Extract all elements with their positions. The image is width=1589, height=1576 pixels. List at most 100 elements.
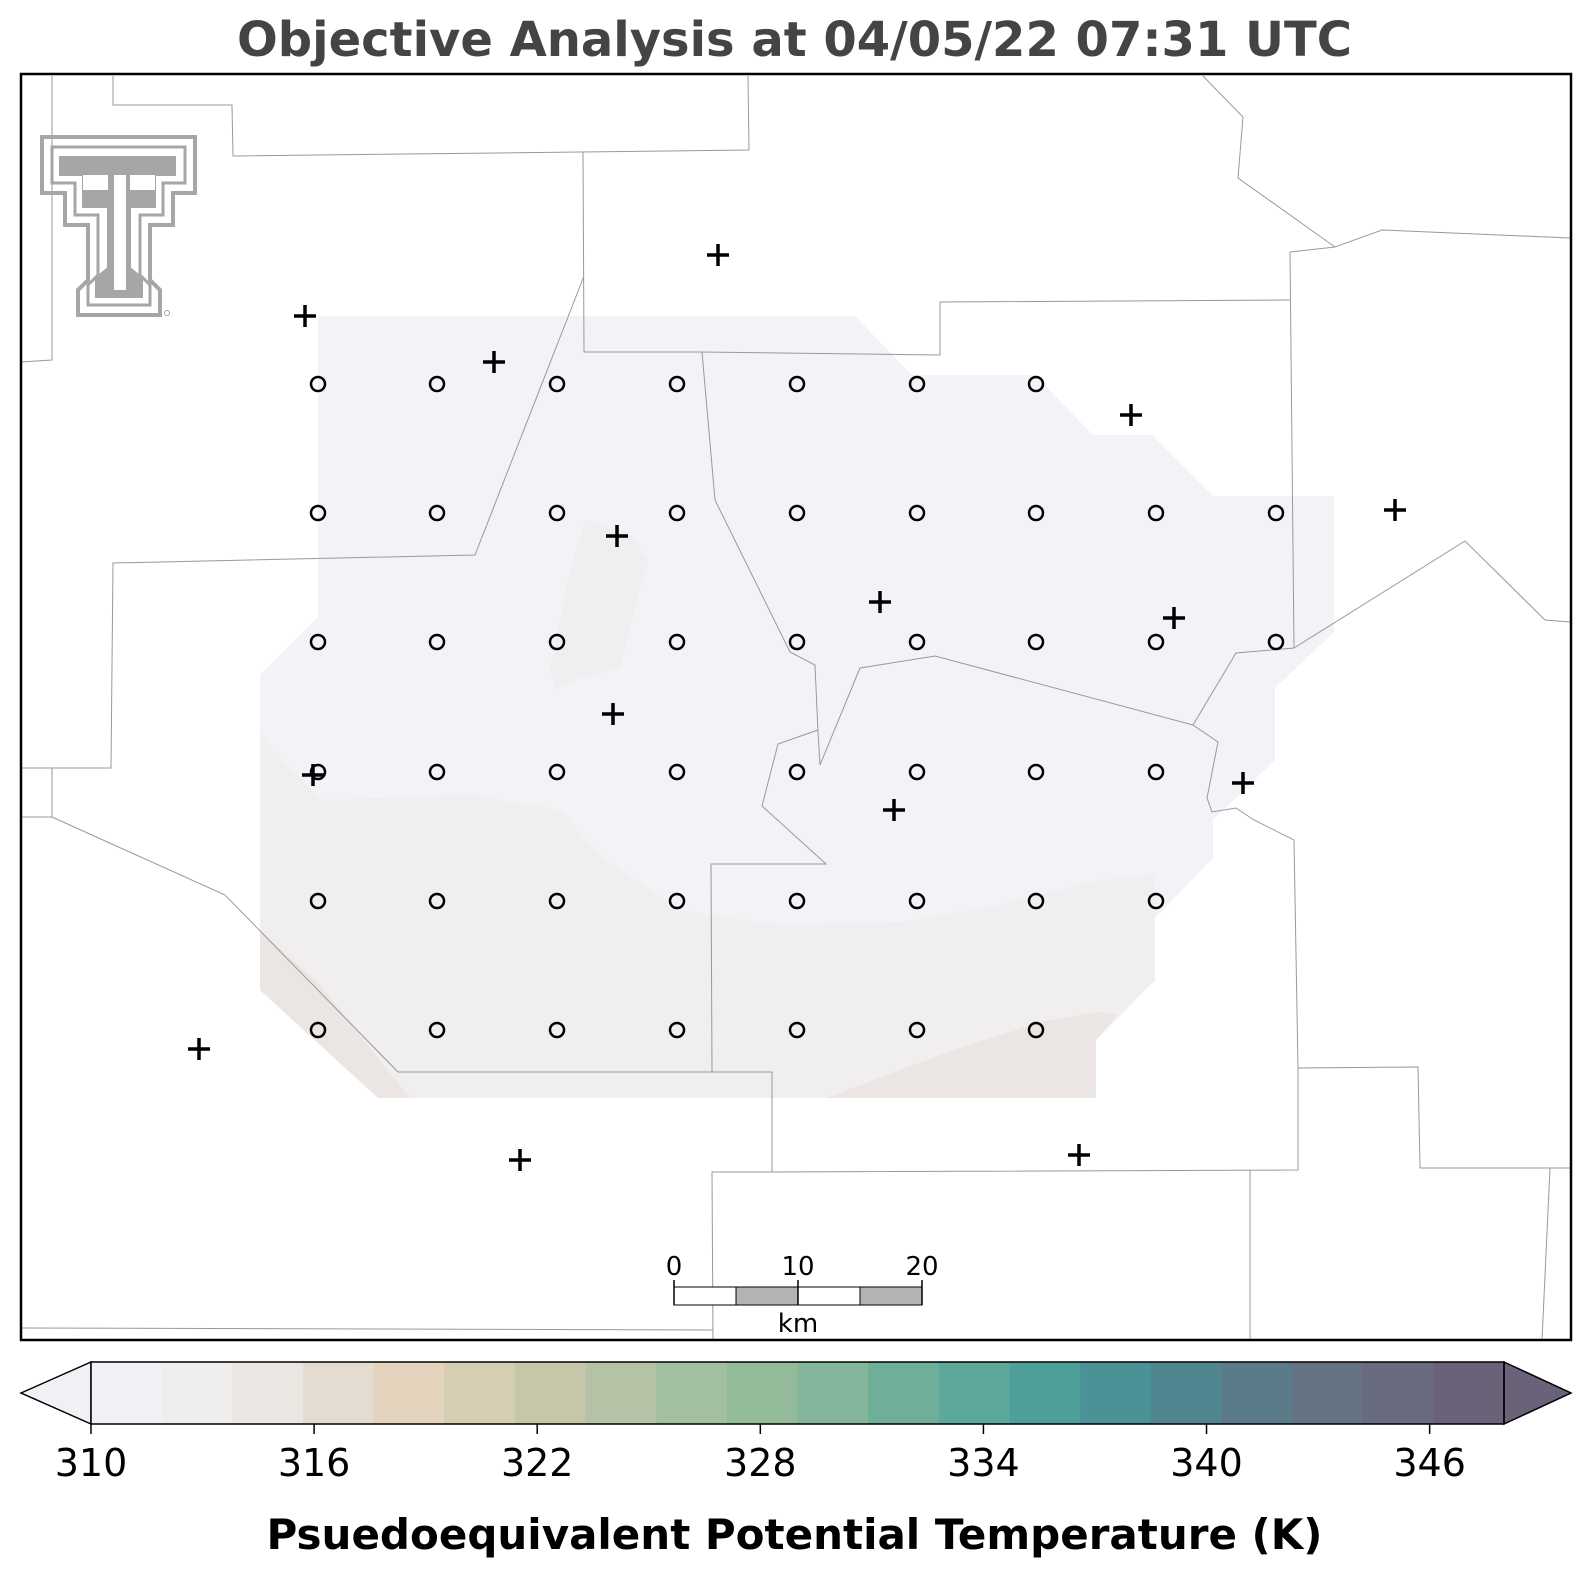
- colorbar-segment: [868, 1362, 940, 1424]
- grid-point: [668, 633, 686, 651]
- station-marker: [1163, 607, 1185, 629]
- station-marker: [294, 305, 316, 327]
- grid-point: [668, 763, 686, 781]
- grid-point: [1147, 763, 1165, 781]
- colorbar-tick-label: 316: [278, 1441, 351, 1485]
- grid-point: [788, 763, 806, 781]
- scale-bar: 0 10 20 km: [666, 1252, 939, 1339]
- colorbar-tick-label: 322: [501, 1441, 574, 1485]
- grid-point: [1027, 375, 1045, 393]
- colorbar: 310 316 322 328 334 340 346: [19, 1360, 1573, 1485]
- scale-label-0: 0: [666, 1252, 683, 1282]
- colorbar-segment: [444, 1362, 516, 1424]
- colorbar-segment: [302, 1362, 375, 1424]
- grid-point: [668, 892, 686, 910]
- colorbar-segment: [1362, 1362, 1434, 1424]
- station-marker: [1384, 499, 1406, 521]
- station-marker: [869, 591, 891, 613]
- grid-point: [908, 633, 926, 651]
- grid-point: [1027, 892, 1045, 910]
- station-markers: [188, 244, 1406, 1171]
- colorbar-segment: [1292, 1362, 1364, 1424]
- colorbar-segment: [1080, 1362, 1152, 1424]
- colorbar-segment: [585, 1362, 657, 1424]
- station-marker: [509, 1149, 531, 1171]
- grid-point: [428, 633, 446, 651]
- colorbar-segment: [161, 1362, 233, 1424]
- grid-point: [548, 633, 566, 651]
- station-marker: [188, 1038, 210, 1060]
- grid-point: [908, 892, 926, 910]
- scale-label-10: 10: [781, 1252, 814, 1282]
- grid-point: [788, 375, 806, 393]
- station-marker: [483, 351, 505, 373]
- grid-point: [309, 763, 327, 781]
- grid-point: [908, 763, 926, 781]
- grid-point: [668, 504, 686, 522]
- colorbar-tick-label: 334: [947, 1441, 1020, 1485]
- colorbar-segment: [1221, 1362, 1293, 1424]
- grid-point: [1027, 633, 1045, 651]
- station-marker: [1120, 404, 1142, 426]
- colorbar-label: Psuedoequivalent Potential Temperature (…: [266, 1510, 1323, 1559]
- grid-point: [428, 892, 446, 910]
- contour-fill: [260, 316, 1334, 1098]
- colorbar-segment: [938, 1362, 1010, 1424]
- station-marker: [1068, 1144, 1090, 1166]
- station-marker: [302, 764, 324, 786]
- contour-region-312-island: [550, 520, 648, 690]
- grid-point: [309, 633, 327, 651]
- map-frame: [19, 72, 1573, 1342]
- colorbar-segment: [726, 1362, 798, 1424]
- colorbar-extend-high: [1503, 1360, 1573, 1426]
- colorbar-segment: [91, 1362, 163, 1424]
- colorbar-tick-label: 328: [724, 1441, 797, 1485]
- grid-point: [1147, 633, 1165, 651]
- grid-point: [788, 1021, 806, 1039]
- grid-point: [309, 504, 327, 522]
- grid-point: [788, 892, 806, 910]
- colorbar-segment: [1150, 1362, 1222, 1424]
- colorbar-segment: [1433, 1362, 1505, 1424]
- colorbar-tick-label: 340: [1170, 1441, 1243, 1485]
- county-boundaries: [20, 75, 1571, 1341]
- scale-unit: km: [778, 1309, 818, 1339]
- colorbar-segment: [373, 1362, 445, 1424]
- scale-label-20: 20: [905, 1252, 938, 1282]
- station-marker: [606, 525, 628, 547]
- grid-point: [1267, 504, 1285, 522]
- colorbar-segment: [797, 1362, 869, 1424]
- grid-point: [548, 763, 566, 781]
- grid-point: [908, 1021, 926, 1039]
- grid-point: [428, 1021, 446, 1039]
- grid-point: [1027, 1021, 1045, 1039]
- contour-region-314-south: [826, 1012, 1118, 1098]
- map-title: Objective Analysis at 04/05/22 07:31 UTC: [237, 12, 1352, 68]
- station-marker: [707, 244, 729, 266]
- grid-point: [668, 375, 686, 393]
- grid-point: [548, 375, 566, 393]
- contour-region-312: [260, 735, 1155, 1098]
- station-marker: [602, 703, 624, 725]
- colorbar-tick-label: 346: [1393, 1441, 1466, 1485]
- colorbar-segment: [232, 1362, 304, 1424]
- grid-point: [428, 763, 446, 781]
- grid-point: [428, 375, 446, 393]
- grid-point: [788, 504, 806, 522]
- colorbar-segment: [1009, 1362, 1081, 1424]
- grid-point: [1267, 633, 1285, 651]
- grid-point: [908, 375, 926, 393]
- colorbar-segment: [514, 1362, 587, 1424]
- grid-point: [548, 1021, 566, 1039]
- grid-point: [1147, 892, 1165, 910]
- grid-point: [1147, 504, 1165, 522]
- grid-point: [548, 504, 566, 522]
- grid-point: [309, 375, 327, 393]
- grid-point: [668, 1021, 686, 1039]
- colorbar-extend-low: [19, 1360, 92, 1426]
- grid-point: [309, 1021, 327, 1039]
- grid-point: [548, 892, 566, 910]
- texas-tech-logo: [40, 135, 197, 317]
- grid-point: [1027, 504, 1045, 522]
